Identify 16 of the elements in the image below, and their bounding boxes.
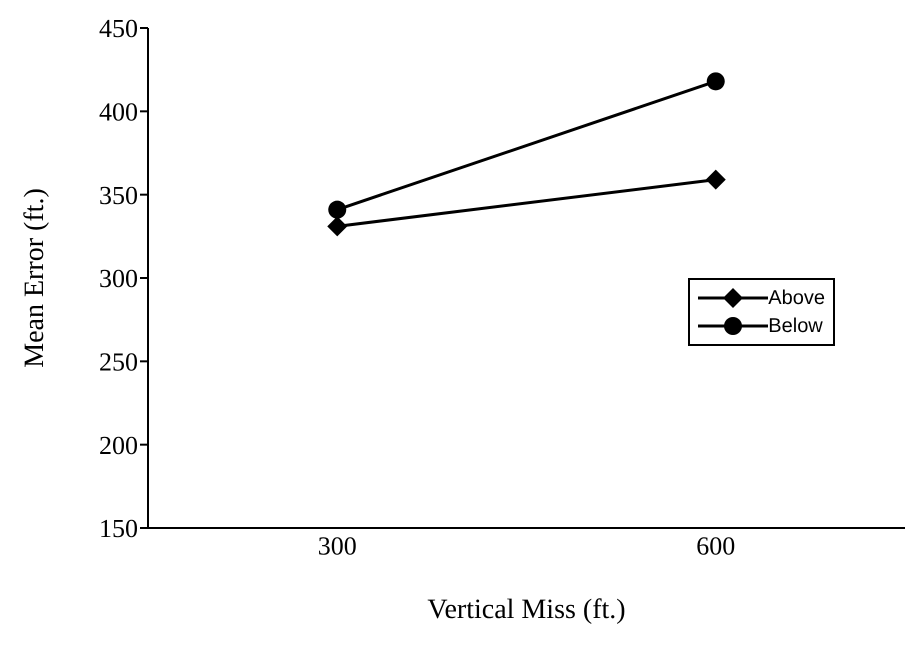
y-tick-label: 300 bbox=[99, 264, 138, 294]
y-tick-label: 200 bbox=[99, 430, 138, 460]
y-tick-label: 450 bbox=[99, 14, 138, 44]
point bbox=[327, 216, 348, 236]
point bbox=[706, 170, 726, 190]
point bbox=[706, 72, 725, 90]
y-axis-title: Mean Error (ft.) bbox=[18, 188, 50, 368]
x-axis-title: Vertical Miss (ft.) bbox=[427, 594, 626, 625]
y-tick-label: 350 bbox=[99, 180, 138, 210]
y-tick-label: 400 bbox=[99, 98, 138, 127]
y-tick-label: 150 bbox=[99, 514, 138, 544]
x-tick-label: 600 bbox=[696, 531, 736, 560]
legend-label: Below bbox=[768, 314, 823, 338]
y-tick-label: 250 bbox=[99, 348, 138, 377]
legend-label: Above bbox=[768, 286, 825, 310]
point bbox=[328, 200, 346, 219]
